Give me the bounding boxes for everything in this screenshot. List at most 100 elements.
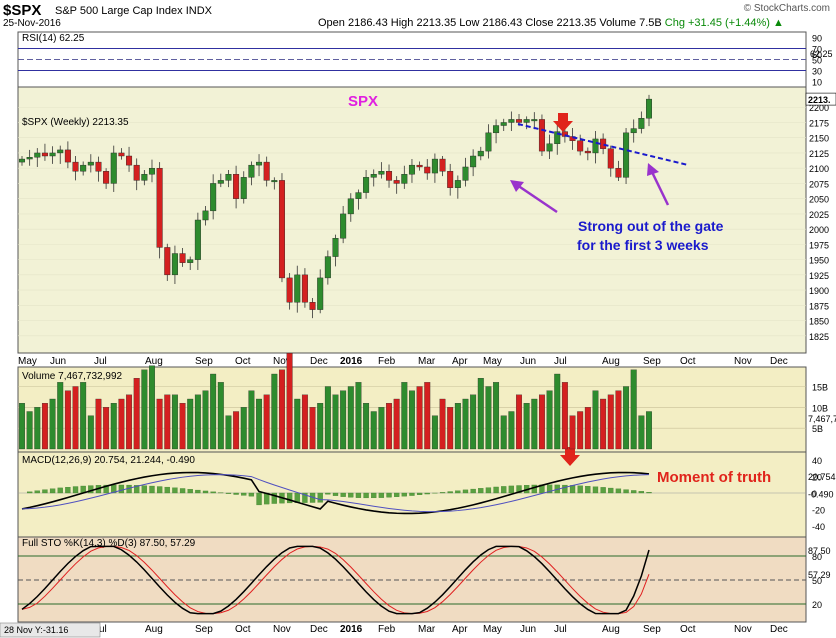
- macd-histogram-bar: [401, 492, 407, 497]
- macd-legend: MACD(12,26,9) 20.754, 21.244, -0.490: [22, 455, 195, 466]
- volume-bar: [248, 390, 255, 450]
- price-candle: [141, 174, 148, 181]
- price-tick: 2025: [809, 210, 829, 220]
- price-candle: [324, 256, 331, 279]
- sto-x-label: 2016: [340, 624, 363, 635]
- price-candle: [110, 152, 117, 184]
- price-x-label: Jul: [94, 356, 107, 367]
- price-candle: [378, 171, 385, 175]
- volume-bar: [355, 382, 362, 450]
- price-candle: [148, 167, 155, 175]
- sto-d-line: [21, 545, 650, 615]
- volume-bar: [34, 407, 41, 450]
- volume-bar: [240, 407, 247, 450]
- price-candle: [546, 143, 553, 152]
- macd-histogram-bar: [195, 489, 201, 494]
- macd-histogram-bar: [478, 488, 484, 494]
- macd-histogram-bar: [386, 492, 392, 498]
- price-candle: [424, 166, 431, 174]
- price-candle: [41, 152, 48, 157]
- volume-bar: [301, 394, 308, 450]
- volume-bar: [210, 373, 217, 450]
- note-strong-1: Strong out of the gate: [578, 218, 724, 234]
- price-tick: 2050: [809, 195, 829, 205]
- sto-x-label: Jun: [520, 624, 536, 635]
- note-moment: Moment of truth: [657, 469, 771, 486]
- macd-histogram-bar: [149, 485, 155, 494]
- price-candle: [248, 164, 255, 178]
- price-candle: [126, 155, 133, 166]
- volume-bar: [263, 394, 270, 450]
- volume-bar: [317, 403, 324, 450]
- volume-bar: [493, 382, 500, 450]
- macd-histogram-bar: [394, 492, 400, 497]
- price-candle: [278, 180, 285, 279]
- volume-bar: [110, 403, 117, 450]
- sto-label: 87.50: [808, 546, 831, 556]
- macd-histogram-bar: [172, 487, 178, 494]
- price-x-label: Nov: [734, 356, 752, 367]
- volume-last-label: 7,467,7: [808, 414, 836, 424]
- macd-line: [21, 471, 650, 515]
- red-arrow-macd: [560, 447, 580, 466]
- arrow-head-left: [510, 180, 524, 192]
- volume-bar: [416, 386, 423, 450]
- volume-bar: [508, 411, 515, 450]
- macd-histogram-bar: [286, 492, 293, 504]
- price-candle: [103, 171, 110, 184]
- volume-bar: [424, 382, 431, 450]
- price-tick: 1875: [809, 301, 829, 311]
- trendline: [517, 123, 689, 166]
- price-candle: [118, 152, 125, 157]
- price-candle: [187, 259, 194, 263]
- macd-histogram-bar: [271, 492, 277, 504]
- price-x-label: Oct: [235, 356, 251, 367]
- volume-bar: [217, 382, 224, 450]
- price-candle: [561, 131, 568, 137]
- volume-bar: [133, 378, 140, 450]
- price-candle: [584, 150, 591, 154]
- macd-histogram-bar: [42, 489, 48, 494]
- price-x-label: Jun: [520, 356, 536, 367]
- macd-histogram-bar: [26, 491, 33, 494]
- volume-bar: [149, 365, 155, 450]
- volume-bar: [447, 407, 454, 450]
- price-candle: [646, 98, 653, 119]
- volume-bar: [271, 373, 278, 450]
- volume-legend: Volume 7,467,732,992: [22, 371, 123, 382]
- macd-histogram-bar: [103, 484, 109, 494]
- volume-bar: [179, 403, 186, 450]
- sto-x-label: Jul: [554, 624, 567, 635]
- volume-bar: [409, 390, 415, 450]
- sto-legend: Full STO %K(14,3) %D(3) 87.50, 57.29: [22, 538, 196, 549]
- red-arrow-price: [553, 113, 573, 132]
- price-candle: [538, 119, 545, 152]
- volume-bar: [87, 415, 94, 450]
- price-candle: [156, 167, 163, 248]
- volume-bar: [370, 411, 377, 450]
- price-tick: 2100: [809, 164, 829, 174]
- macd-histogram-bar: [493, 486, 499, 494]
- price-x-label: Aug: [145, 356, 163, 367]
- price-candle: [638, 118, 645, 129]
- volume-bar: [646, 411, 652, 450]
- macd-histogram-bar: [615, 488, 622, 494]
- macd-histogram-bar: [409, 492, 415, 496]
- volume-bar: [584, 407, 591, 450]
- macd-histogram-bar: [646, 492, 652, 494]
- volume-bar: [386, 403, 392, 450]
- volume-bar: [401, 382, 408, 450]
- macd-histogram-bar: [623, 489, 629, 494]
- volume-bar: [80, 382, 87, 450]
- volume-bar: [439, 398, 446, 450]
- arrow-shaft-right: [650, 171, 670, 206]
- price-x-label: 2016: [340, 356, 363, 367]
- price-candle: [171, 253, 178, 276]
- macd-tick: 0: [812, 489, 817, 499]
- price-tick: 1975: [809, 240, 829, 250]
- macd-histogram-bar: [72, 486, 79, 494]
- price-candle: [477, 150, 484, 157]
- volume-bar: [592, 390, 599, 450]
- macd-histogram-bar: [134, 485, 140, 494]
- price-x-label: Feb: [378, 356, 396, 367]
